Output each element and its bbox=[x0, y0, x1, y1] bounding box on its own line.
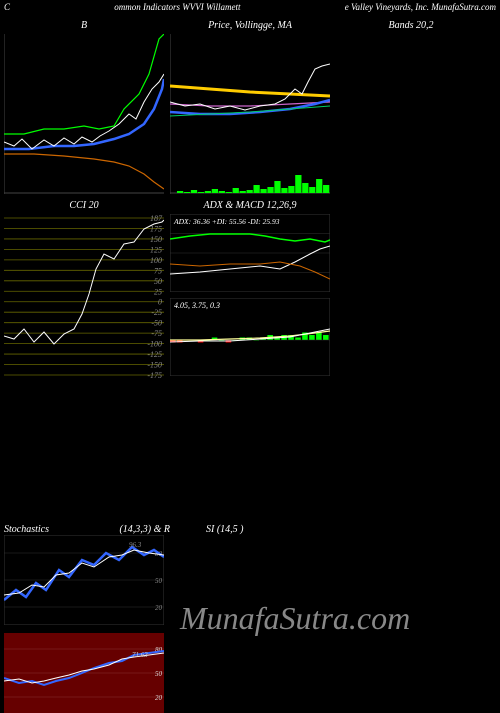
svg-text:20: 20 bbox=[155, 604, 163, 612]
svg-text:50: 50 bbox=[154, 277, 162, 286]
svg-text:20: 20 bbox=[155, 694, 163, 702]
stoch-title-left: Stochastics bbox=[4, 524, 74, 535]
header-center: ommon Indicators WVVI Willamett bbox=[114, 2, 240, 14]
svg-text:75: 75 bbox=[154, 266, 162, 275]
svg-text:-50: -50 bbox=[151, 319, 162, 328]
svg-text:187: 187 bbox=[150, 214, 163, 223]
svg-text:96.3: 96.3 bbox=[129, 541, 142, 549]
stoch-chart: 80502096.3 bbox=[4, 535, 164, 625]
bb-chart bbox=[4, 34, 164, 194]
price-panel bbox=[170, 34, 330, 194]
rsi-chart: 80502071.63 bbox=[4, 633, 164, 713]
svg-text:-25: -25 bbox=[151, 308, 162, 317]
price-chart bbox=[170, 34, 330, 194]
titles-row-3: Stochastics (14,3,3) & R SI (14,5 ) bbox=[0, 524, 500, 535]
cci-chart: 187175 150125 10075 5025 0-25 -50-75 -100-125 -… bbox=[4, 214, 164, 379]
macd-chart: 4.05, 3.75, 0.3 bbox=[170, 298, 330, 376]
titles-row-2: CCI 20 ADX & MACD 12,26,9 bbox=[0, 200, 500, 214]
adx-chart: ADX: 36.36 +DI: 55.56 -DI: 25.93 bbox=[170, 214, 330, 292]
bb-panel bbox=[4, 34, 164, 194]
svg-text:25: 25 bbox=[154, 287, 162, 296]
chart-row-3: 80502096.3 80502071.63 bbox=[0, 535, 168, 713]
stoch-title-right: (14,3,3) & R bbox=[80, 524, 170, 535]
svg-text:50: 50 bbox=[155, 670, 163, 678]
svg-text:-150: -150 bbox=[147, 361, 162, 370]
rsi-title: SI (14,5 ) bbox=[176, 524, 496, 535]
adx-macd-panel: ADX: 36.36 +DI: 55.56 -DI: 25.93 4.05, 3… bbox=[170, 214, 330, 379]
cci-panel: 187175 150125 10075 5025 0-25 -50-75 -100-125 -… bbox=[4, 214, 164, 379]
bb-title: B bbox=[4, 20, 164, 34]
price-title: Price, Vollingge, MA bbox=[170, 20, 330, 34]
svg-text:71.63: 71.63 bbox=[132, 651, 148, 659]
bbands-title: Bands 20,2 bbox=[336, 20, 486, 34]
svg-text:100: 100 bbox=[150, 256, 162, 265]
svg-text:-175: -175 bbox=[147, 371, 162, 379]
adx-title: ADX & MACD 12,26,9 bbox=[170, 200, 330, 214]
svg-text:150: 150 bbox=[150, 235, 162, 244]
watermark: MunafaSutra.com bbox=[180, 600, 410, 637]
svg-text:125: 125 bbox=[150, 245, 162, 254]
header-right: e Valley Vineyards, Inc. MunafaSutra.com bbox=[345, 2, 496, 14]
svg-text:175: 175 bbox=[150, 224, 162, 233]
header-row: C ommon Indicators WVVI Willamett e Vall… bbox=[0, 0, 500, 16]
svg-text:-75: -75 bbox=[151, 329, 162, 338]
svg-text:50: 50 bbox=[155, 577, 163, 585]
cci-title: CCI 20 bbox=[4, 200, 164, 214]
header-left: C bbox=[4, 2, 10, 14]
titles-row-1: B Price, Vollingge, MA Bands 20,2 bbox=[0, 20, 500, 34]
chart-row-1 bbox=[0, 34, 500, 194]
svg-text:-100: -100 bbox=[147, 340, 162, 349]
svg-text:-125: -125 bbox=[147, 350, 162, 359]
svg-text:0: 0 bbox=[158, 298, 162, 307]
svg-text:4.05, 3.75, 0.3: 4.05, 3.75, 0.3 bbox=[174, 301, 220, 310]
svg-text:ADX: 36.36 +DI: 55.56 -DI:: ADX: 36.36 +DI: 55.56 -DI: 25.93 bbox=[173, 217, 280, 226]
chart-row-2: 187175 150125 10075 5025 0-25 -50-75 -100-125 -… bbox=[0, 214, 500, 379]
